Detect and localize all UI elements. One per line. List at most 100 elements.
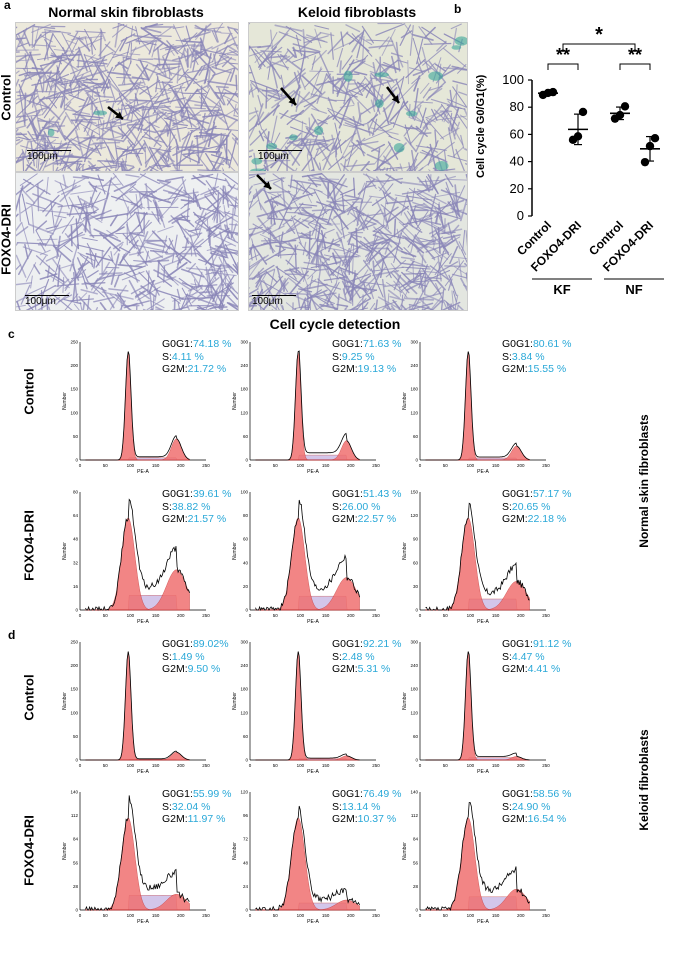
cell-stroke: [369, 251, 383, 273]
cell-stroke: [113, 243, 124, 256]
cell-stroke: [450, 256, 467, 260]
cell-stroke: [419, 214, 434, 223]
cell-stroke: [65, 112, 73, 125]
cell-stroke: [419, 82, 430, 94]
x-tick-label: 100: [127, 763, 135, 768]
significance-bracket: [562, 43, 636, 52]
cell-stroke: [422, 296, 424, 310]
cell-stroke: [404, 126, 420, 130]
cell-stroke: [408, 67, 425, 73]
cell-stroke: [18, 249, 33, 276]
cell-stroke: [287, 277, 313, 298]
cell-stroke: [357, 307, 369, 310]
cell-stroke: [39, 241, 46, 253]
cell-stroke: [143, 67, 173, 81]
y-tick-label: 100: [70, 710, 78, 715]
cell-stroke: [322, 144, 335, 171]
significance-label: *: [595, 24, 603, 46]
cell-stroke: [52, 50, 68, 63]
cell-stroke: [74, 97, 89, 124]
cell-stroke: [278, 31, 302, 41]
cell-stroke: [306, 154, 310, 171]
cell-stroke: [205, 152, 218, 171]
y-tick-label: 64: [73, 513, 79, 518]
y-tick-label: 0: [245, 908, 248, 913]
cell-stroke: [16, 116, 22, 124]
x-axis-label: PE-A: [137, 919, 149, 924]
cell-stroke: [265, 299, 278, 310]
cell-stroke: [162, 46, 180, 57]
cell-stroke: [109, 179, 133, 203]
y-tick-label: 0: [245, 608, 248, 613]
cell-stroke: [194, 227, 199, 239]
scale-bar-2: 100μm: [258, 150, 302, 162]
x-tick-label: 200: [177, 463, 185, 468]
cell-stroke: [115, 147, 135, 152]
cell-stroke: [349, 60, 366, 74]
cell-stroke: [199, 43, 211, 60]
cell-stroke: [133, 259, 152, 263]
cell-stroke: [119, 36, 128, 52]
phase-label: G2M:: [332, 513, 358, 525]
cell-stroke: [301, 91, 326, 114]
cell-stroke: [211, 304, 218, 310]
phase-label: G0G1:: [332, 338, 363, 350]
cell-stroke: [54, 283, 80, 287]
significance-label: **: [628, 45, 642, 65]
cell-stroke: [66, 216, 87, 238]
cell-stroke: [249, 253, 261, 261]
cell-stroke: [109, 113, 115, 132]
phase-stat-g2m: G2M:16.54 %: [502, 813, 571, 826]
x-tick-label: 50: [443, 763, 449, 768]
phase-stat-g2m: G2M:4.41 %: [502, 663, 571, 676]
cell-stroke: [38, 159, 46, 171]
cell-stroke: [18, 199, 21, 222]
cell-stroke: [388, 195, 410, 210]
cell-stroke: [300, 94, 318, 104]
cell-stroke: [285, 54, 295, 63]
cell-stroke: [20, 187, 36, 204]
cell-stroke: [214, 263, 222, 276]
cell-stroke: [229, 67, 236, 83]
cell-stroke: [76, 59, 108, 65]
phase-value: 55.99 %: [192, 788, 232, 800]
cell-stroke: [253, 264, 275, 279]
cell-stroke: [319, 31, 335, 37]
cell-stroke: [226, 286, 238, 300]
cell-stroke: [387, 289, 400, 299]
cell-stroke: [434, 253, 452, 276]
phase-label: S:: [162, 500, 172, 513]
cell-stroke: [192, 175, 206, 186]
cell-stroke: [134, 244, 165, 252]
cell-stroke: [418, 270, 437, 274]
cell-stroke: [282, 215, 296, 226]
cell-stroke: [426, 146, 438, 153]
y-tick-label: 80: [243, 513, 249, 518]
phase-label: S:: [162, 350, 172, 363]
cell-cycle-histogram: 0 50 100 150 200 250 0 20 40 60 80 100 PE-A Number: [230, 486, 390, 626]
y-tick-label: 56: [73, 860, 79, 865]
cell-stroke: [444, 174, 454, 188]
cell-stroke: [46, 125, 66, 128]
cell-stroke: [289, 270, 309, 295]
cell-stroke: [249, 247, 253, 254]
phase-value: 38.82 %: [171, 500, 211, 513]
x-tick-label: 50: [443, 613, 449, 618]
cell-stroke: [445, 187, 460, 211]
cell-stroke: [98, 159, 112, 171]
cell-stroke: [331, 205, 353, 221]
y-tick-label: 60: [413, 434, 419, 439]
cell-stroke: [381, 29, 396, 56]
cell-stroke: [249, 114, 257, 123]
cell-stroke: [336, 293, 340, 310]
phase-value: 76.49 %: [362, 788, 402, 800]
x-tick-label: 150: [492, 613, 500, 618]
cell-stroke: [407, 270, 433, 281]
x-tick-label: 150: [152, 763, 160, 768]
cell-stroke: [340, 130, 356, 160]
y-tick-label: 0: [75, 608, 78, 613]
cell-stroke: [158, 97, 186, 105]
phase-label: S:: [332, 650, 342, 663]
y-tick-label: 24: [243, 884, 249, 889]
phase-stat-s: S:32.04 %: [162, 801, 231, 814]
